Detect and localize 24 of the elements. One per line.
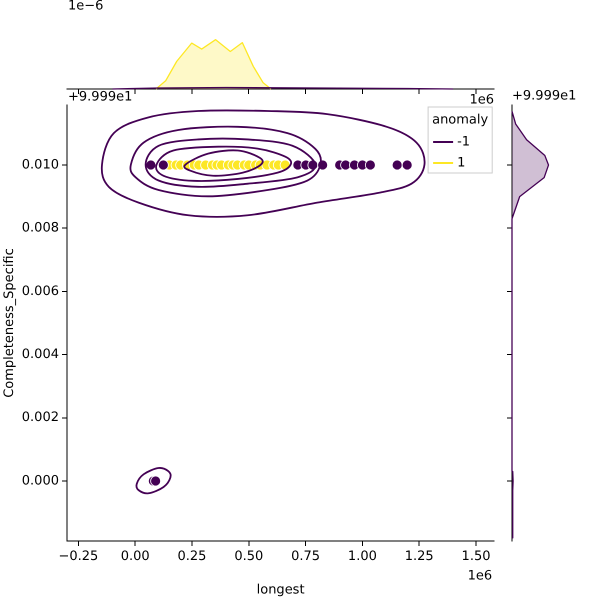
y-tick-label: 0.002 — [22, 410, 59, 426]
text: +9.999e1 — [512, 88, 576, 104]
legend-label: 1 — [457, 155, 466, 170]
x-tick-label: 1.50 — [462, 549, 490, 564]
legend-title: anomaly — [432, 112, 488, 128]
y-tick-label: 0.004 — [22, 346, 59, 362]
y-tick-label: 0.006 — [22, 284, 59, 299]
x-tick-label: −0.25 — [58, 549, 98, 564]
x-tick-label: 0.50 — [234, 549, 264, 564]
y-tick-label: 0.008 — [22, 220, 59, 236]
text: +9.999e1 — [68, 89, 132, 104]
y-tick-label: 0.000 — [22, 473, 59, 488]
x-tick-label: 0.75 — [291, 549, 320, 564]
legend-label: -1 — [457, 134, 470, 150]
text: 1e−6 — [68, 0, 104, 14]
annotation: 1e6 — [469, 92, 494, 108]
x-tick-label: 0.00 — [120, 549, 150, 564]
text: 1e6 — [468, 568, 492, 584]
x-tick-label: 1.00 — [348, 549, 377, 564]
x-tick-label: 0.25 — [178, 549, 206, 564]
x-axis-title: longest — [256, 582, 305, 598]
x-tick-label: 1.25 — [404, 549, 434, 564]
y-tick-label: 0.010 — [22, 157, 59, 172]
y-axis-title: Completeness_Specific — [2, 248, 18, 398]
